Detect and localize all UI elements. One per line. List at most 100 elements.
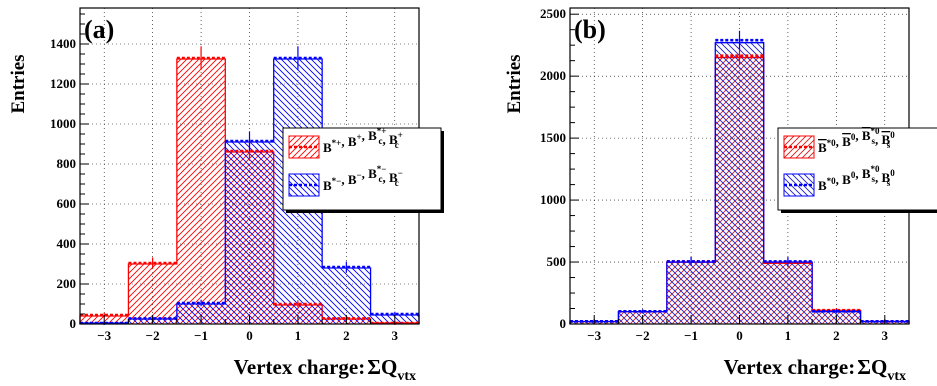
x-tick-label: −3 [587,328,601,343]
x-tick-label: 3 [392,328,399,343]
y-tick-label: 600 [57,196,77,211]
legend-entry-symbol: B [882,170,891,185]
x-axis-label-text-b: Vertex charge: [724,355,856,379]
legend-entry-separator: , [362,128,369,143]
legend-entry-sup: − [356,170,361,180]
legend-entry-separator: , [382,170,389,185]
legend-entry-sup: − [398,168,403,178]
legend-entry-sub: s [887,178,891,188]
y-tick-label: 1000 [540,192,566,207]
legend-entry: B*0, B0, B*0 s, B0 s [818,164,895,193]
legend-entry-symbol: B [862,128,871,143]
legend-entry-sub: c [395,140,399,150]
y-tick-label: 1400 [50,36,76,51]
legend-entry-sup: *0 [827,176,837,186]
legend-entry-symbol: B [862,166,871,181]
legend-entry-separator: , [855,166,862,181]
legend-entry-separator: , [875,170,882,185]
y-tick-label: 2500 [540,6,566,21]
y-tick-label: 1500 [540,130,566,145]
y-tick-label: 400 [57,236,77,251]
legend-a: B*+, B+, B*+ c, B+ cB*−, B−, B*− c, B− c [282,126,444,213]
legend-entry-sup: 0 [890,130,895,140]
legend-entry-sup: 0 [851,170,856,180]
panel-b: −3 −2 −1 0 1 2 3 0 500 1000 1500 2000 2500 (b) Entri… [504,6,937,384]
legend-entry-separator: , [836,134,843,149]
x-tick-label: −2 [146,328,160,343]
panel-label-b: (b) [574,15,606,44]
x-tick-label: −1 [194,328,208,343]
histogram-bar [715,42,764,325]
y-tick-label: 0 [560,316,567,331]
legend-entry-sup: *+ [332,138,342,148]
legend-entry-sup: 0 [851,132,856,142]
y-tick-label: 200 [57,276,77,291]
y-tick-label: 800 [57,156,77,171]
legend-entry-sub: c [395,178,399,188]
legend-entry-symbol: B [842,172,851,187]
legend-b: B*0, B0, B*0 s, B0 sB*0, B0, B*0 s, B0 s [777,126,937,213]
x-axis-label-math-a: ΣQ [367,355,397,379]
x-tick-label: 2 [343,328,350,343]
x-tick-label: 1 [295,328,302,343]
legend-entry-symbol: B [818,178,827,193]
legend-entry-symbol: B [389,170,398,185]
legend-entry-sup: *0 [827,138,837,148]
legend-entry-symbol: B [348,172,357,187]
legend-entry-separator: , [836,172,843,187]
legend-entry-symbol: B [842,134,851,149]
legend-entry-sub: c [378,174,382,184]
legend-entry-separator: , [875,132,882,147]
x-axis-label-sub-a: vtx [397,369,416,384]
x-axis-label-text-a: Vertex charge: [234,355,366,379]
x-axis-label-b: Vertex charge:ΣQvtx [724,355,906,384]
grid-b [570,8,909,324]
axis-ticks-b: −3 −2 −1 0 1 2 3 0 500 1000 1500 2000 2500 [540,6,910,343]
legend-entry-symbol: B [368,166,377,181]
legend-entry-sub: s [872,136,876,146]
legend-entry-symbol: B [818,140,827,155]
x-tick-label: 0 [736,328,743,343]
y-tick-label: 2000 [540,68,566,83]
legend-entry-sup: *0 [871,164,881,174]
legend-entry: B*−, B−, B*− c, B− c [323,164,403,193]
histograms-b [569,30,910,325]
y-axis-label-a: Entries [8,54,29,113]
x-tick-label: −3 [97,328,111,343]
histogram-bar [666,262,716,324]
legend-entry-sup: *− [332,176,342,186]
legend-entry-separator: , [341,134,348,149]
legend-entry-symbol: B [882,132,891,147]
y-axis-label-b: Entries [504,54,525,113]
x-tick-label: 3 [882,328,889,343]
histograms-a [79,46,420,325]
histogram-bar [763,262,813,324]
x-tick-label: 0 [246,328,253,343]
x-axis-label-a: Vertex charge:ΣQvtx [234,355,416,384]
histogram-bar [176,304,226,324]
legend-entry-separator: , [341,172,348,187]
legend-entry-symbol: B [348,134,357,149]
histogram-bar [322,268,371,324]
histogram-bar [128,264,177,324]
legend-entry-sup: *− [377,164,387,174]
y-tick-label: 1200 [50,76,76,91]
legend-entry-sub: s [872,174,876,184]
legend-entry-sub: c [378,136,382,146]
x-tick-label: −2 [636,328,650,343]
legend-entry-symbol: B [323,140,332,155]
x-tick-label: −1 [684,328,698,343]
legend-entry-sup: + [356,132,361,142]
y-tick-label: 500 [547,254,567,269]
legend-entry-sup: *+ [377,126,387,136]
legend-entry-sub: s [887,140,891,150]
legend-entry-symbol: B [368,128,377,143]
legend-entry-separator: , [382,132,389,147]
legend-entry: B*0, B0, B*0 s, B0 s [818,126,895,155]
legend-entry-sup: 0 [890,168,895,178]
legend-entry-sup: + [398,130,403,140]
histogram-bar [176,59,226,324]
legend-entry-separator: , [362,166,369,181]
